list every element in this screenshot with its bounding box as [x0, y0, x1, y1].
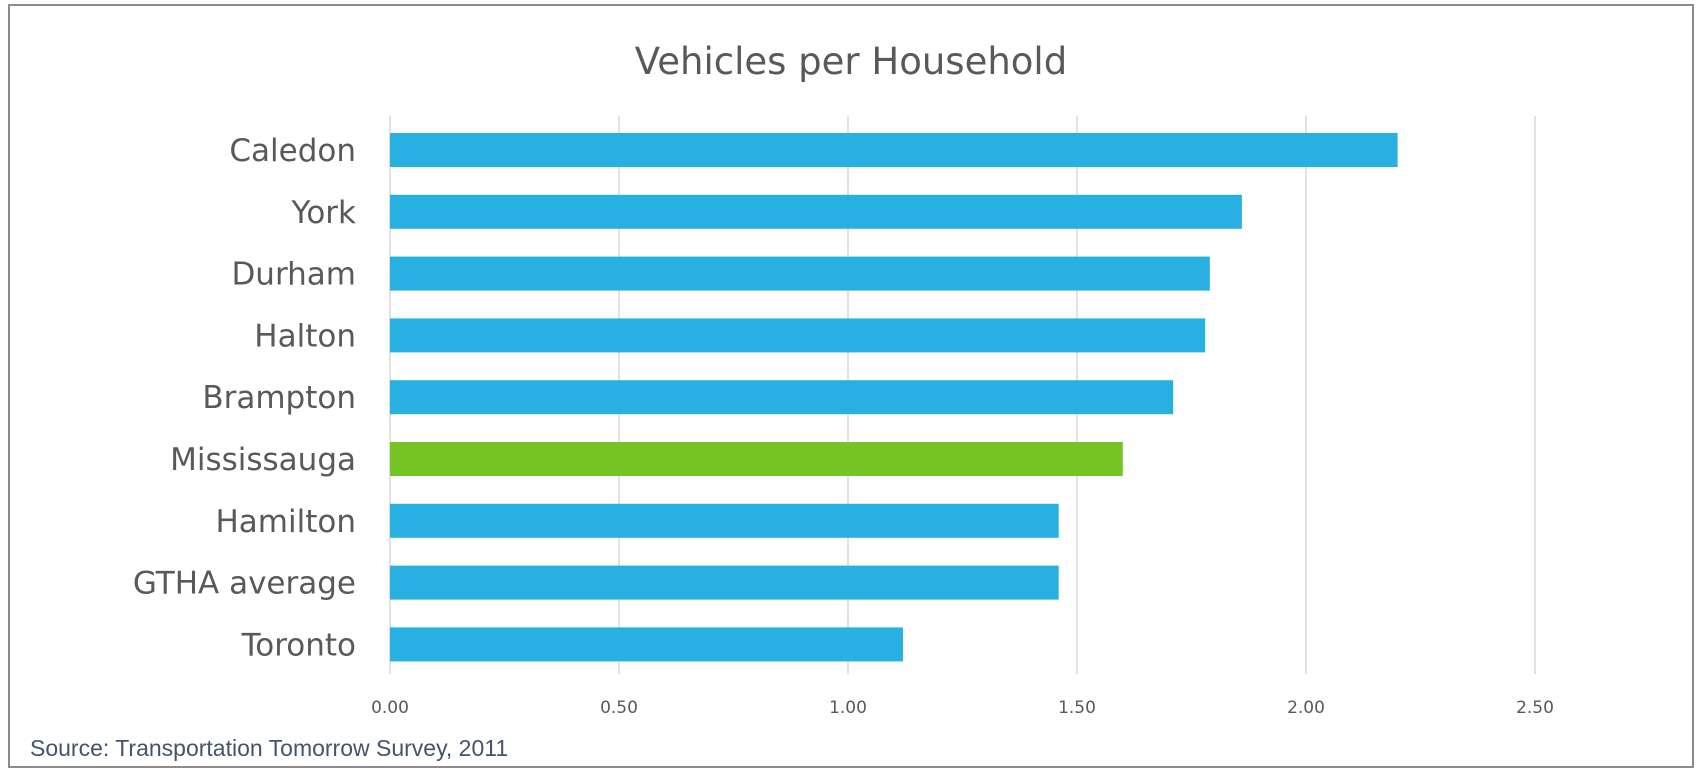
x-tick-label: 1.50 — [1058, 698, 1096, 718]
category-label: Caledon — [229, 133, 356, 169]
bar-gtha-average — [390, 565, 1059, 600]
bar-halton — [390, 318, 1206, 353]
bar-hamilton — [390, 503, 1059, 538]
chart-title: Vehicles per Household — [635, 40, 1067, 83]
category-label: Toronto — [241, 627, 356, 663]
category-label: Durham — [231, 257, 356, 293]
source-note: Source: Transportation Tomorrow Survey, … — [30, 735, 509, 761]
x-tick-label: 2.00 — [1287, 698, 1325, 718]
category-labels: Caledon York Durham Halton Brampton Mississau… — [133, 133, 356, 663]
category-label: GTHA average — [133, 566, 356, 602]
category-label: Mississauga — [170, 442, 356, 478]
x-tick-label: 1.00 — [829, 698, 867, 718]
bar-mississauga — [390, 442, 1123, 476]
x-tick-label: 0.50 — [600, 698, 638, 718]
category-label: Brampton — [202, 380, 356, 416]
bar-durham — [390, 256, 1210, 291]
category-label: Halton — [254, 318, 356, 354]
bar-caledon — [390, 133, 1398, 167]
category-label: Hamilton — [216, 504, 357, 540]
x-tick-labels: 0.00 0.50 1.00 1.50 2.00 2.50 — [371, 698, 1554, 718]
bar-toronto — [390, 627, 903, 662]
bar-york — [390, 194, 1242, 229]
x-tick-label: 2.50 — [1516, 698, 1554, 718]
bars — [390, 133, 1398, 662]
x-tick-label: 0.00 — [371, 698, 409, 718]
category-label: York — [291, 195, 357, 231]
bar-brampton — [390, 380, 1174, 415]
